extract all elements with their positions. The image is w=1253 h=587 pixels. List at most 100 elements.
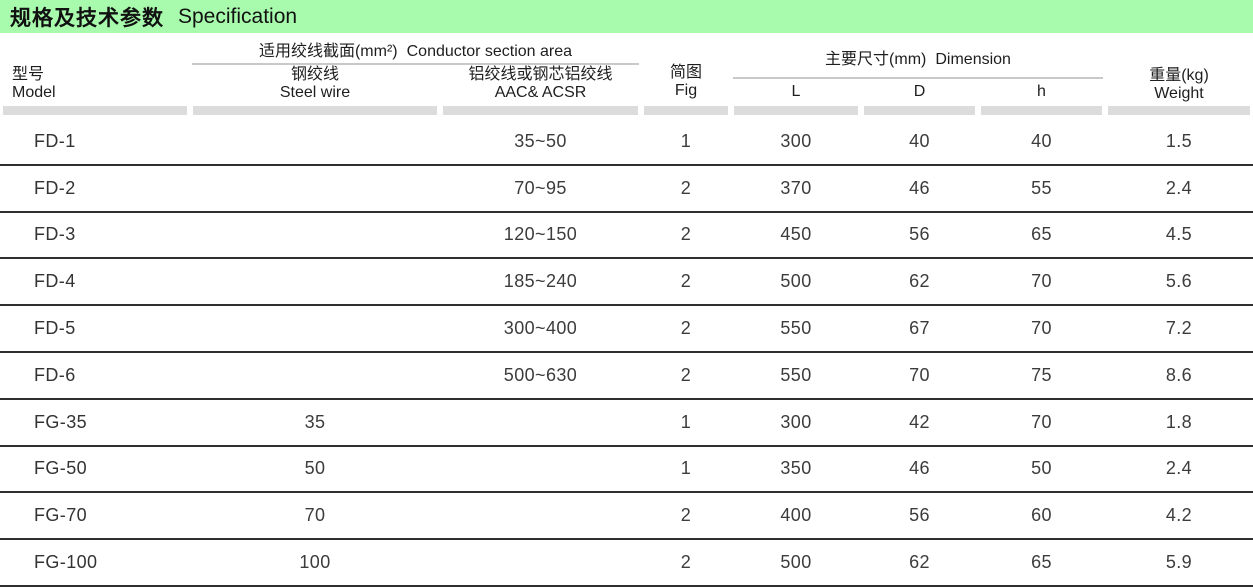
column-header-aac-acsr: 铝绞线或钢芯铝绞线 AAC& ACSR — [440, 66, 641, 102]
column-header-model-en: Model — [12, 84, 56, 101]
cell-dim-l: 500 — [780, 552, 812, 573]
cell-dim-d: 62 — [909, 552, 930, 573]
cell-fig: 2 — [680, 552, 692, 573]
table-row: FD-3 120~150 2 450 56 65 4.5 — [0, 213, 1253, 260]
cell-steel-wire: 50 — [304, 458, 326, 479]
column-header-dim-d: D — [913, 83, 926, 100]
band-segment — [981, 106, 1102, 115]
steel-wire-en: Steel wire — [279, 84, 351, 101]
cell-dim-h: 60 — [1031, 505, 1052, 526]
dimension-group-zh: 主要尺寸(mm) — [825, 51, 927, 68]
cell-dim-d: 70 — [909, 364, 930, 385]
cell-fig: 2 — [680, 224, 692, 245]
fig-en: Fig — [674, 82, 698, 99]
dimension-group-underline — [733, 77, 1103, 79]
cell-dim-h: 75 — [1031, 364, 1052, 385]
cell-weight: 1.5 — [1165, 130, 1193, 151]
title-bar: 规格及技术参数 Specification — [0, 0, 1253, 33]
cell-weight: 2.4 — [1165, 458, 1193, 479]
cell-model: FD-4 — [34, 271, 76, 292]
table-row: FD-5 300~400 2 550 67 70 7.2 — [0, 306, 1253, 353]
band-segment — [864, 106, 975, 115]
conductor-group-underline — [192, 63, 639, 65]
cell-model: FG-100 — [34, 552, 98, 573]
band-segment — [3, 106, 187, 115]
cell-steel-wire: 70 — [304, 505, 326, 526]
cell-fig: 2 — [680, 271, 692, 292]
cell-dim-l: 550 — [780, 364, 812, 385]
column-group-conductor-section-area: 适用绞线截面(mm²) Conductor section area — [190, 43, 641, 61]
cell-dim-d: 46 — [909, 458, 930, 479]
cell-dim-l: 500 — [780, 271, 812, 292]
band-segment — [1108, 106, 1250, 115]
cell-dim-l: 400 — [780, 505, 812, 526]
table-row: FG-35 35 1 300 42 70 1.8 — [0, 400, 1253, 447]
column-header-fig: 简图 Fig — [641, 64, 731, 100]
cell-weight: 1.8 — [1165, 411, 1193, 432]
column-group-dimension: 主要尺寸(mm) Dimension — [731, 51, 1105, 69]
cell-weight: 7.2 — [1165, 318, 1193, 339]
cell-dim-h: 70 — [1031, 411, 1052, 432]
cell-dim-l: 300 — [780, 130, 812, 151]
cell-model: FD-2 — [34, 177, 76, 198]
cell-fig: 1 — [680, 411, 692, 432]
cell-aac-acsr: 70~95 — [514, 177, 567, 198]
table-row: FG-70 70 2 400 56 60 4.2 — [0, 493, 1253, 541]
cell-fig: 2 — [680, 505, 692, 526]
cell-aac-acsr: 500~630 — [503, 364, 578, 385]
cell-weight: 4.5 — [1165, 224, 1193, 245]
cell-model: FD-5 — [34, 318, 76, 339]
aac-acsr-zh: 铝绞线或钢芯铝绞线 — [468, 66, 613, 83]
dimension-group-en: Dimension — [935, 51, 1011, 68]
cell-fig: 2 — [680, 318, 692, 339]
aac-acsr-en: AAC& ACSR — [494, 84, 587, 101]
cell-model: FG-70 — [34, 505, 88, 526]
cell-dim-d: 56 — [909, 505, 930, 526]
cell-dim-d: 56 — [909, 224, 930, 245]
band-segment — [644, 106, 728, 115]
conductor-group-zh: 适用绞线截面(mm²) — [258, 43, 398, 60]
cell-dim-d: 40 — [909, 130, 930, 151]
cell-model: FD-3 — [34, 224, 76, 245]
cell-aac-acsr: 300~400 — [503, 318, 578, 339]
cell-dim-d: 67 — [909, 318, 930, 339]
cell-fig: 1 — [680, 130, 692, 151]
table-row: FD-4 185~240 2 500 62 70 5.6 — [0, 259, 1253, 307]
cell-dim-h: 70 — [1031, 318, 1052, 339]
cell-model: FG-50 — [34, 458, 88, 479]
cell-dim-h: 65 — [1031, 224, 1052, 245]
cell-dim-h: 65 — [1031, 552, 1052, 573]
cell-aac-acsr: 35~50 — [514, 130, 567, 151]
table-row: FD-2 70~95 2 370 46 55 2.4 — [0, 166, 1253, 213]
table-header: 型号 Model 适用绞线截面(mm²) Conductor section ar… — [0, 33, 1253, 119]
cell-dim-l: 300 — [780, 411, 812, 432]
column-header-dim-h: h — [1037, 83, 1046, 100]
header-separator-band — [0, 106, 1253, 115]
weight-zh: 重量(kg) — [1149, 67, 1209, 84]
column-header-model: 型号 Model — [12, 66, 56, 102]
cell-dim-h: 55 — [1031, 177, 1052, 198]
cell-dim-l: 370 — [780, 177, 812, 198]
page-title-zh: 规格及技术参数 — [10, 6, 164, 30]
fig-zh: 简图 — [669, 64, 702, 81]
band-segment — [734, 106, 858, 115]
cell-weight: 5.9 — [1165, 552, 1193, 573]
conductor-group-en: Conductor section area — [406, 43, 573, 60]
table-body: FD-1 35~50 1 300 40 40 1.5 FD-2 70~95 2 … — [0, 119, 1253, 587]
column-header-steel-wire: 钢绞线 Steel wire — [190, 66, 440, 102]
cell-dim-d: 42 — [909, 411, 930, 432]
column-header-dim-l: L — [791, 83, 801, 100]
cell-dim-d: 62 — [909, 271, 930, 292]
column-header-weight: 重量(kg) Weight — [1105, 67, 1253, 103]
table-row: FD-6 500~630 2 550 70 75 8.6 — [0, 353, 1253, 400]
cell-model: FG-35 — [34, 411, 88, 432]
band-segment — [193, 106, 437, 115]
table-row: FD-1 35~50 1 300 40 40 1.5 — [0, 119, 1253, 166]
cell-fig: 2 — [680, 364, 692, 385]
cell-dim-l: 550 — [780, 318, 812, 339]
page-title-en: Specification — [178, 4, 298, 28]
cell-dim-h: 70 — [1031, 271, 1052, 292]
cell-weight: 5.6 — [1165, 271, 1193, 292]
band-segment — [443, 106, 638, 115]
